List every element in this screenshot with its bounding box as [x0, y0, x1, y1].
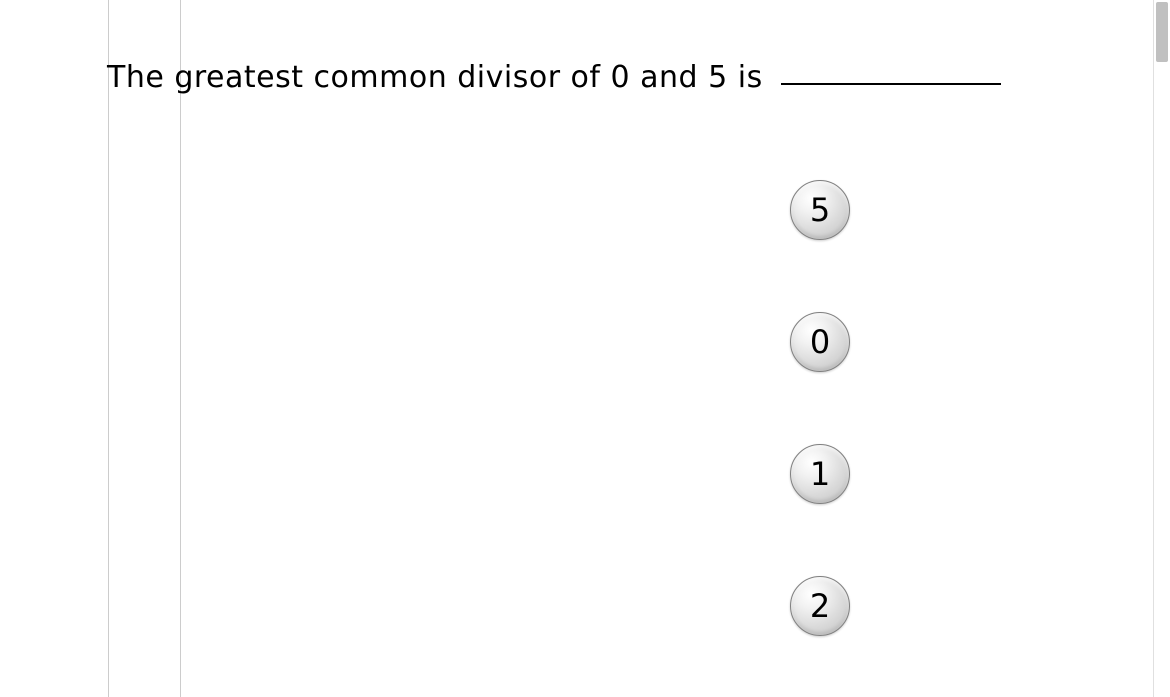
- option-c-button[interactable]: 1: [790, 444, 850, 504]
- question-text: The greatest common divisor of 0 and 5 i…: [107, 60, 1001, 95]
- option-d-button[interactable]: 2: [790, 576, 850, 636]
- scrollbar-thumb[interactable]: [1156, 2, 1168, 62]
- option-a-button[interactable]: 5: [790, 180, 850, 240]
- margin-guide-2: [180, 0, 181, 697]
- option-a-label: 5: [810, 191, 830, 229]
- question-prompt: The greatest common divisor of 0 and 5 i…: [107, 60, 763, 95]
- option-b-label: 0: [810, 323, 830, 361]
- option-b-button[interactable]: 0: [790, 312, 850, 372]
- scrollbar-track[interactable]: [1153, 0, 1170, 697]
- answer-options: 5 0 1 2: [790, 180, 850, 697]
- margin-guide-1: [108, 0, 109, 697]
- option-c-label: 1: [810, 455, 830, 493]
- option-d-label: 2: [810, 587, 830, 625]
- fill-in-blank: [781, 83, 1001, 85]
